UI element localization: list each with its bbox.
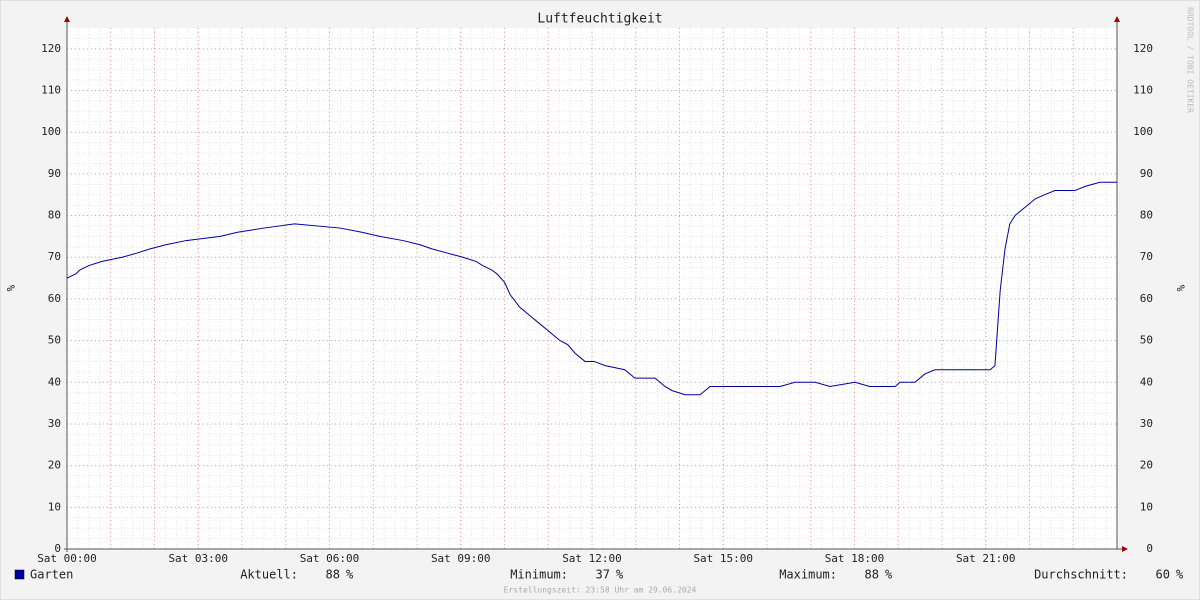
- y-tick-label-right: 110: [1133, 84, 1153, 97]
- y-tick-label-right: 70: [1140, 250, 1153, 263]
- y-tick-label: 80: [48, 209, 61, 222]
- stat-label: Aktuell:: [240, 568, 298, 582]
- y-tick-label: 70: [48, 250, 61, 263]
- stat-unit: %: [1176, 568, 1184, 582]
- arrow: [1122, 546, 1128, 552]
- y-tick-label: 120: [41, 42, 61, 55]
- x-tick-label: Sat 03:00: [168, 552, 228, 565]
- y-tick-label: 60: [48, 292, 61, 305]
- arrow: [64, 16, 70, 22]
- x-tick-label: Sat 06:00: [300, 552, 360, 565]
- y-tick-label-right: 40: [1140, 375, 1153, 388]
- y-tick-label: 40: [48, 375, 61, 388]
- y-tick-label-right: 30: [1140, 417, 1153, 430]
- y-tick-label: 30: [48, 417, 61, 430]
- y-tick-label-right: 80: [1140, 209, 1153, 222]
- stat-unit: %: [885, 568, 893, 582]
- stat-label: Durchschnitt:: [1034, 568, 1128, 582]
- y-tick-label-right: 60: [1140, 292, 1153, 305]
- stat-value: 60: [1156, 568, 1170, 582]
- chart-title: Luftfeuchtigkeit: [537, 12, 662, 27]
- y-tick-label: 110: [41, 84, 61, 97]
- y-tick-label-right: 50: [1140, 334, 1153, 347]
- stat-value: 88: [326, 568, 340, 582]
- footer: Erstellungszeit: 23:58 Uhr am 29.06.2024: [504, 586, 697, 595]
- stat-unit: %: [346, 568, 354, 582]
- brand: RRDTOOL / TOBI OETIKER: [1186, 7, 1195, 113]
- x-tick-label: Sat 09:00: [431, 552, 491, 565]
- y-tick-label-right: 120: [1133, 42, 1153, 55]
- x-tick-label: Sat 18:00: [825, 552, 885, 565]
- stat-value: 88: [865, 568, 879, 582]
- x-tick-label: Sat 21:00: [956, 552, 1016, 565]
- y-tick-label-right: 10: [1140, 500, 1153, 513]
- y-tick-label: 10: [48, 500, 61, 513]
- y-tick-label: 0: [54, 542, 61, 555]
- y-tick-label: 100: [41, 125, 61, 138]
- y-tick-label-right: 20: [1140, 459, 1153, 472]
- stat-unit: %: [616, 568, 624, 582]
- x-tick-label: Sat 00:00: [37, 552, 97, 565]
- legend-label: Garten: [30, 568, 73, 582]
- y-axis-label-right: %: [1174, 285, 1187, 292]
- y-tick-label-right: 100: [1133, 125, 1153, 138]
- y-tick-label-right: 90: [1140, 167, 1153, 180]
- stat-label: Maximum:: [779, 568, 837, 582]
- stat-value: 37: [596, 568, 610, 582]
- y-tick-label-right: 0: [1146, 542, 1153, 555]
- x-tick-label: Sat 12:00: [562, 552, 622, 565]
- x-tick-label: Sat 15:00: [693, 552, 753, 565]
- stat-label: Minimum:: [510, 568, 568, 582]
- y-tick-label: 50: [48, 334, 61, 347]
- data-line: [66, 181, 1117, 396]
- y-axis-label: %: [4, 285, 17, 292]
- y-tick-label: 20: [48, 459, 61, 472]
- arrow: [1114, 16, 1120, 22]
- y-tick-label: 90: [48, 167, 61, 180]
- legend-swatch: [14, 569, 25, 580]
